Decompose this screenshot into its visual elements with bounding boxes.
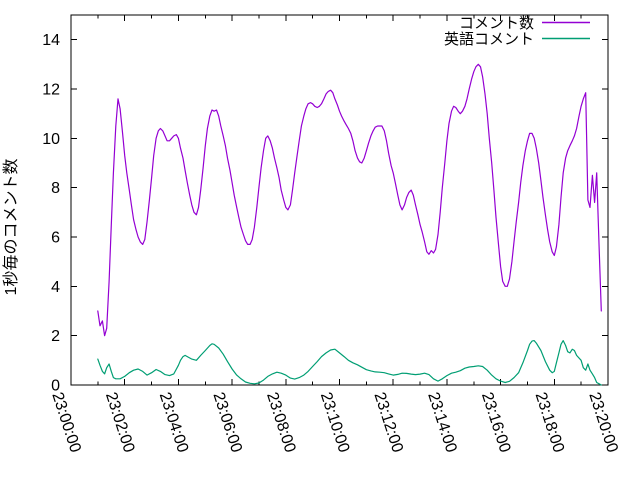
x-tick-label: 23:14:00 [424,390,459,455]
x-tick-label: 23:04:00 [156,390,191,455]
y-tick-label: 4 [51,279,60,296]
y-tick-label: 10 [42,131,60,148]
x-tick-label: 23:16:00 [478,390,513,455]
series-line-english-comments [97,340,602,386]
legend-label-english-comments: 英語コメント [444,30,534,48]
x-axis-ticks: 23:00:00 23:02:00 23:04:00 23:06:00 23:08:00… [48,15,621,455]
x-tick-label: 23:10:00 [317,390,352,455]
y-tick-label: 14 [42,32,60,49]
legend: コメント数 英語コメント [444,15,590,48]
x-tick-label: 23:20:00 [585,390,620,455]
y-tick-label: 0 [51,378,60,395]
y-tick-label: 2 [51,328,60,345]
x-tick-label: 23:08:00 [263,390,298,455]
plot-border [70,14,609,386]
y-axis-title: 1秒毎のコメント数 [2,159,20,296]
x-tick-label: 23:02:00 [102,390,137,455]
y-tick-label: 6 [51,230,60,247]
y-tick-label: 12 [42,82,60,99]
x-tick-label: 23:06:00 [209,390,244,455]
y-axis-ticks: 0 2 4 6 8 10 12 14 [42,32,608,395]
x-tick-label: 23:00:00 [48,390,83,455]
legend-label-comment-count: コメント数 [459,15,534,32]
x-tick-label: 23:18:00 [532,390,567,455]
series-line-comment-count [97,63,602,337]
x-tick-label: 23:12:00 [370,390,405,455]
series-lines [97,63,602,386]
y-tick-label: 8 [51,180,60,197]
